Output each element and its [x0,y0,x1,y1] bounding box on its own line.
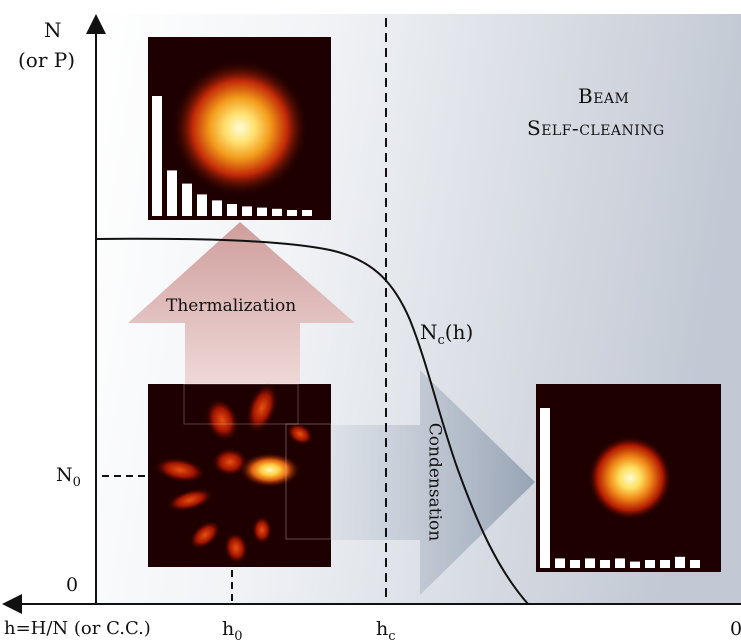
histogram-bar [272,208,282,216]
x-axis-label: h=H/N (or C.C.) [4,618,151,639]
hc-label: hc [376,618,396,644]
condensed-mode-histogram [540,408,700,568]
histogram-bar [585,558,595,568]
y-axis-label-sub: (or P) [18,48,76,72]
condensed-beam-inset [536,384,721,572]
histogram-bar [570,560,580,568]
histogram-bar [555,558,565,568]
histogram-bar [212,200,222,216]
histogram-bar [540,408,550,568]
nc-curve [95,237,529,605]
thermalization-arrow [128,222,355,410]
histogram-bar [302,210,312,216]
histogram-bar [152,96,162,216]
h0-label: h0 [222,618,243,644]
region-label-self-cleaning: Self-cleaning [527,116,665,140]
region-label-beam: Beam [578,84,630,108]
thermalized-beam-inset [148,37,331,220]
histogram-bar [227,204,237,216]
histogram-bar [182,183,192,216]
histogram-bar [257,207,267,216]
x-axis-zero-label: 0 [730,618,741,640]
histogram-bar [600,560,610,568]
histogram-bar [645,560,655,568]
histogram-bar [287,210,297,216]
condensation-arrow [290,370,535,595]
histogram-bar [197,194,207,216]
histogram-bar [167,170,177,216]
histogram-bar [675,556,685,568]
histogram-bar [615,558,625,568]
nc-curve-label: Nc(h) [420,320,474,348]
origin-zero-label: 0 [66,574,79,596]
y-axis-label: N [44,18,62,42]
histogram-bar [660,560,670,568]
speckled-beam-inset [148,383,332,567]
condensation-label: Condensation [424,422,445,542]
thermalization-label: Thermalization [166,296,297,316]
n0-label: N0 [56,464,81,490]
histogram-bar [630,561,640,568]
histogram-bar [242,206,252,216]
thermal-mode-histogram [152,96,312,216]
histogram-bar [690,560,700,568]
